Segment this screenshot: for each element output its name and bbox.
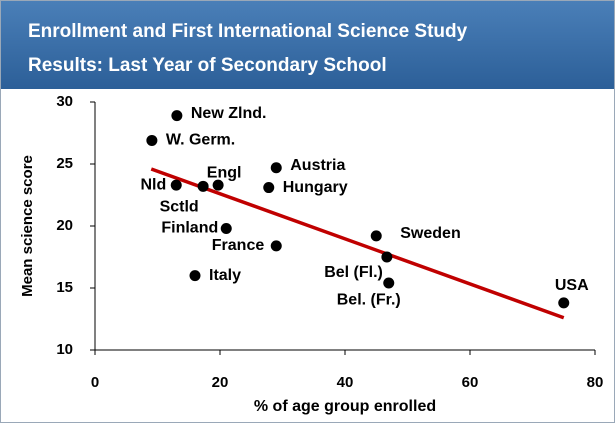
point <box>212 179 224 191</box>
point <box>171 110 183 122</box>
y-tick-label: 30 <box>56 93 73 110</box>
x-tick-label: 20 <box>212 374 229 391</box>
x-tick-label: 40 <box>337 374 354 391</box>
chart-title: Results: Last Year of Secondary School <box>28 55 387 76</box>
point <box>197 180 209 192</box>
point-label: France <box>212 237 265 254</box>
point <box>270 240 282 252</box>
chart-title: Enrollment and First International Scien… <box>28 21 468 42</box>
point <box>146 134 158 146</box>
point-label: Finland <box>161 220 218 237</box>
y-tick-label: 15 <box>56 279 73 296</box>
point <box>189 270 201 282</box>
point <box>263 182 275 194</box>
point <box>170 179 182 191</box>
header <box>1 1 614 89</box>
point <box>381 251 393 263</box>
point <box>220 222 232 234</box>
x-tick-label: 0 <box>91 374 99 391</box>
point-label: Hungary <box>283 179 348 196</box>
point <box>370 230 382 242</box>
point <box>383 277 395 289</box>
point-label: Italy <box>209 267 241 284</box>
trend-line <box>150 167 565 320</box>
x-tick-label: 80 <box>587 374 604 391</box>
x-axis-title: % of age group enrolled <box>254 398 436 415</box>
point <box>558 297 570 309</box>
point-label: Bel. (Fr.) <box>337 291 401 308</box>
point-label: New Zlnd. <box>191 105 267 122</box>
x-tick-label: 60 <box>462 374 479 391</box>
point-label: Austria <box>290 157 345 174</box>
point-label: USA <box>555 277 589 294</box>
point-label: Sctld <box>160 199 199 216</box>
y-axis-title: Mean science score <box>19 155 36 297</box>
point <box>270 162 282 174</box>
point-label: Nld <box>140 176 166 193</box>
y-tick-label: 25 <box>56 155 73 172</box>
y-tick-label: 20 <box>56 217 73 234</box>
point-label: W. Germ. <box>166 132 235 149</box>
y-tick-label: 10 <box>56 341 73 358</box>
point-label: Sweden <box>400 225 460 242</box>
point-label: Engl <box>207 164 242 181</box>
point-label: Bel (Fl.) <box>324 264 383 281</box>
